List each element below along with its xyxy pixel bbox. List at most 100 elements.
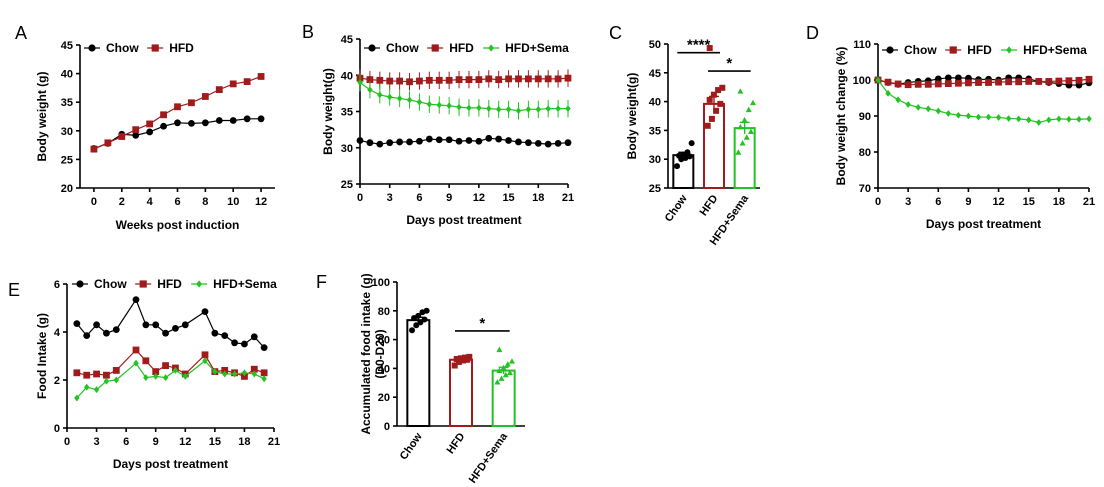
data-point-hfd: [174, 103, 181, 111]
data-point-chow: [231, 339, 238, 347]
y-tick-label: 45: [61, 40, 73, 52]
data-point-hfd: [1085, 75, 1093, 83]
data-point-sema: [737, 88, 744, 94]
legend-entry-sema: HFD+Sema: [191, 277, 277, 291]
data-point-sema: [1056, 115, 1062, 123]
series-chow: [73, 296, 268, 351]
data-point-hfd: [386, 77, 394, 85]
data-point-hfd: [719, 84, 726, 91]
chart-panel-d: D 70 80 90 100 110 0 3 6 9 12 15 18 21 Days post treat…: [806, 23, 1095, 231]
data-point-chow: [188, 119, 195, 127]
data-point-sema: [555, 105, 561, 112]
data-point-hfd: [1035, 78, 1043, 85]
data-point-chow: [505, 137, 512, 144]
data-point-hfd: [243, 78, 251, 86]
y-tick-label: 80: [859, 147, 871, 159]
data-point-sema: [745, 106, 752, 113]
data-point-chow: [142, 321, 150, 329]
data-point-hfd: [985, 79, 992, 86]
y-tick-label: 70: [859, 183, 871, 195]
data-point-sema: [498, 375, 505, 381]
data-point-hfd: [103, 371, 110, 379]
data-point-sema: [212, 368, 218, 375]
data-point-sema: [905, 101, 911, 108]
data-point-chow: [172, 325, 179, 332]
data-point-hfd: [445, 76, 453, 84]
data-point-hfd: [704, 122, 711, 129]
data-point-sema: [357, 79, 363, 86]
data-point-chow: [417, 319, 424, 326]
data-point-chow: [413, 322, 420, 329]
data-point-chow: [554, 140, 562, 147]
data-point-chow: [524, 139, 532, 147]
data-point-sema: [456, 103, 462, 111]
legend-marker: [368, 44, 376, 52]
data-point-sema: [231, 370, 238, 378]
data-point-chow: [954, 74, 962, 82]
x-axis-title: Days post treatment: [406, 213, 521, 227]
data-point-chow: [425, 135, 433, 143]
series-chow: [90, 115, 265, 152]
data-point-sema: [965, 112, 972, 120]
x-tick-label: 6: [174, 196, 180, 208]
y-tick-label: 45: [341, 34, 353, 46]
series-line-sema: [359, 82, 568, 112]
data-point-sema: [93, 386, 100, 393]
data-point-hfd: [260, 369, 268, 377]
data-point-chow: [146, 128, 154, 136]
data-point-chow: [406, 138, 413, 146]
data-point-sema: [426, 100, 433, 108]
data-point-hfd: [112, 367, 120, 374]
data-point-hfd: [944, 80, 952, 87]
series-line-chow: [877, 77, 1090, 86]
data-point-chow: [423, 307, 430, 314]
x-tick-label: 21: [268, 436, 280, 448]
data-point-sema: [143, 374, 149, 381]
data-point-sema: [494, 379, 501, 385]
legend-marker: [151, 44, 159, 52]
data-point-hfd: [83, 371, 91, 379]
data-point-sema: [377, 91, 383, 99]
y-tick-label: 25: [61, 154, 73, 166]
x-tick-label: 3: [905, 196, 911, 208]
series-line-sema: [877, 79, 1090, 124]
data-point-sema: [749, 99, 756, 106]
legend-entry-hfd: HFD: [945, 43, 992, 57]
y-tick-label: 20: [61, 183, 73, 195]
data-point-sema: [367, 86, 373, 94]
y-tick-label: 110: [853, 39, 871, 51]
data-point-hfd: [505, 75, 512, 83]
data-point-sema: [74, 394, 80, 402]
data-point-chow: [162, 329, 169, 337]
y-tick-label: 25: [649, 183, 661, 195]
data-point-sema: [202, 357, 208, 365]
data-point-hfd: [90, 145, 98, 153]
data-point-sema: [496, 346, 503, 353]
x-tick-label: 12: [255, 196, 267, 208]
data-point-sema: [1086, 115, 1092, 123]
data-point-chow: [475, 137, 483, 145]
data-point-hfd: [366, 76, 374, 83]
data-point-chow: [221, 332, 229, 339]
y-tick-label: 40: [341, 70, 353, 82]
data-point-hfd: [118, 133, 126, 140]
data-point-sema: [743, 134, 750, 140]
data-point-hfd: [717, 100, 724, 107]
data-point-sema: [525, 105, 532, 113]
y-tick-label: 20: [378, 392, 390, 404]
legend-label: HFD+Sema: [213, 277, 277, 291]
y-tick-label: 35: [61, 97, 73, 109]
data-point-hfd: [1025, 78, 1033, 85]
data-point-hfd: [924, 80, 932, 88]
data-point-hfd: [462, 354, 469, 361]
data-point-hfd: [1015, 78, 1023, 86]
data-point-hfd: [554, 75, 562, 83]
legend-marker: [76, 280, 84, 288]
data-point-sema: [152, 373, 159, 380]
y-tick-label: 60: [378, 335, 390, 347]
legend-marker: [949, 46, 957, 54]
data-point-sema: [741, 117, 748, 123]
data-point-hfd: [146, 120, 154, 128]
